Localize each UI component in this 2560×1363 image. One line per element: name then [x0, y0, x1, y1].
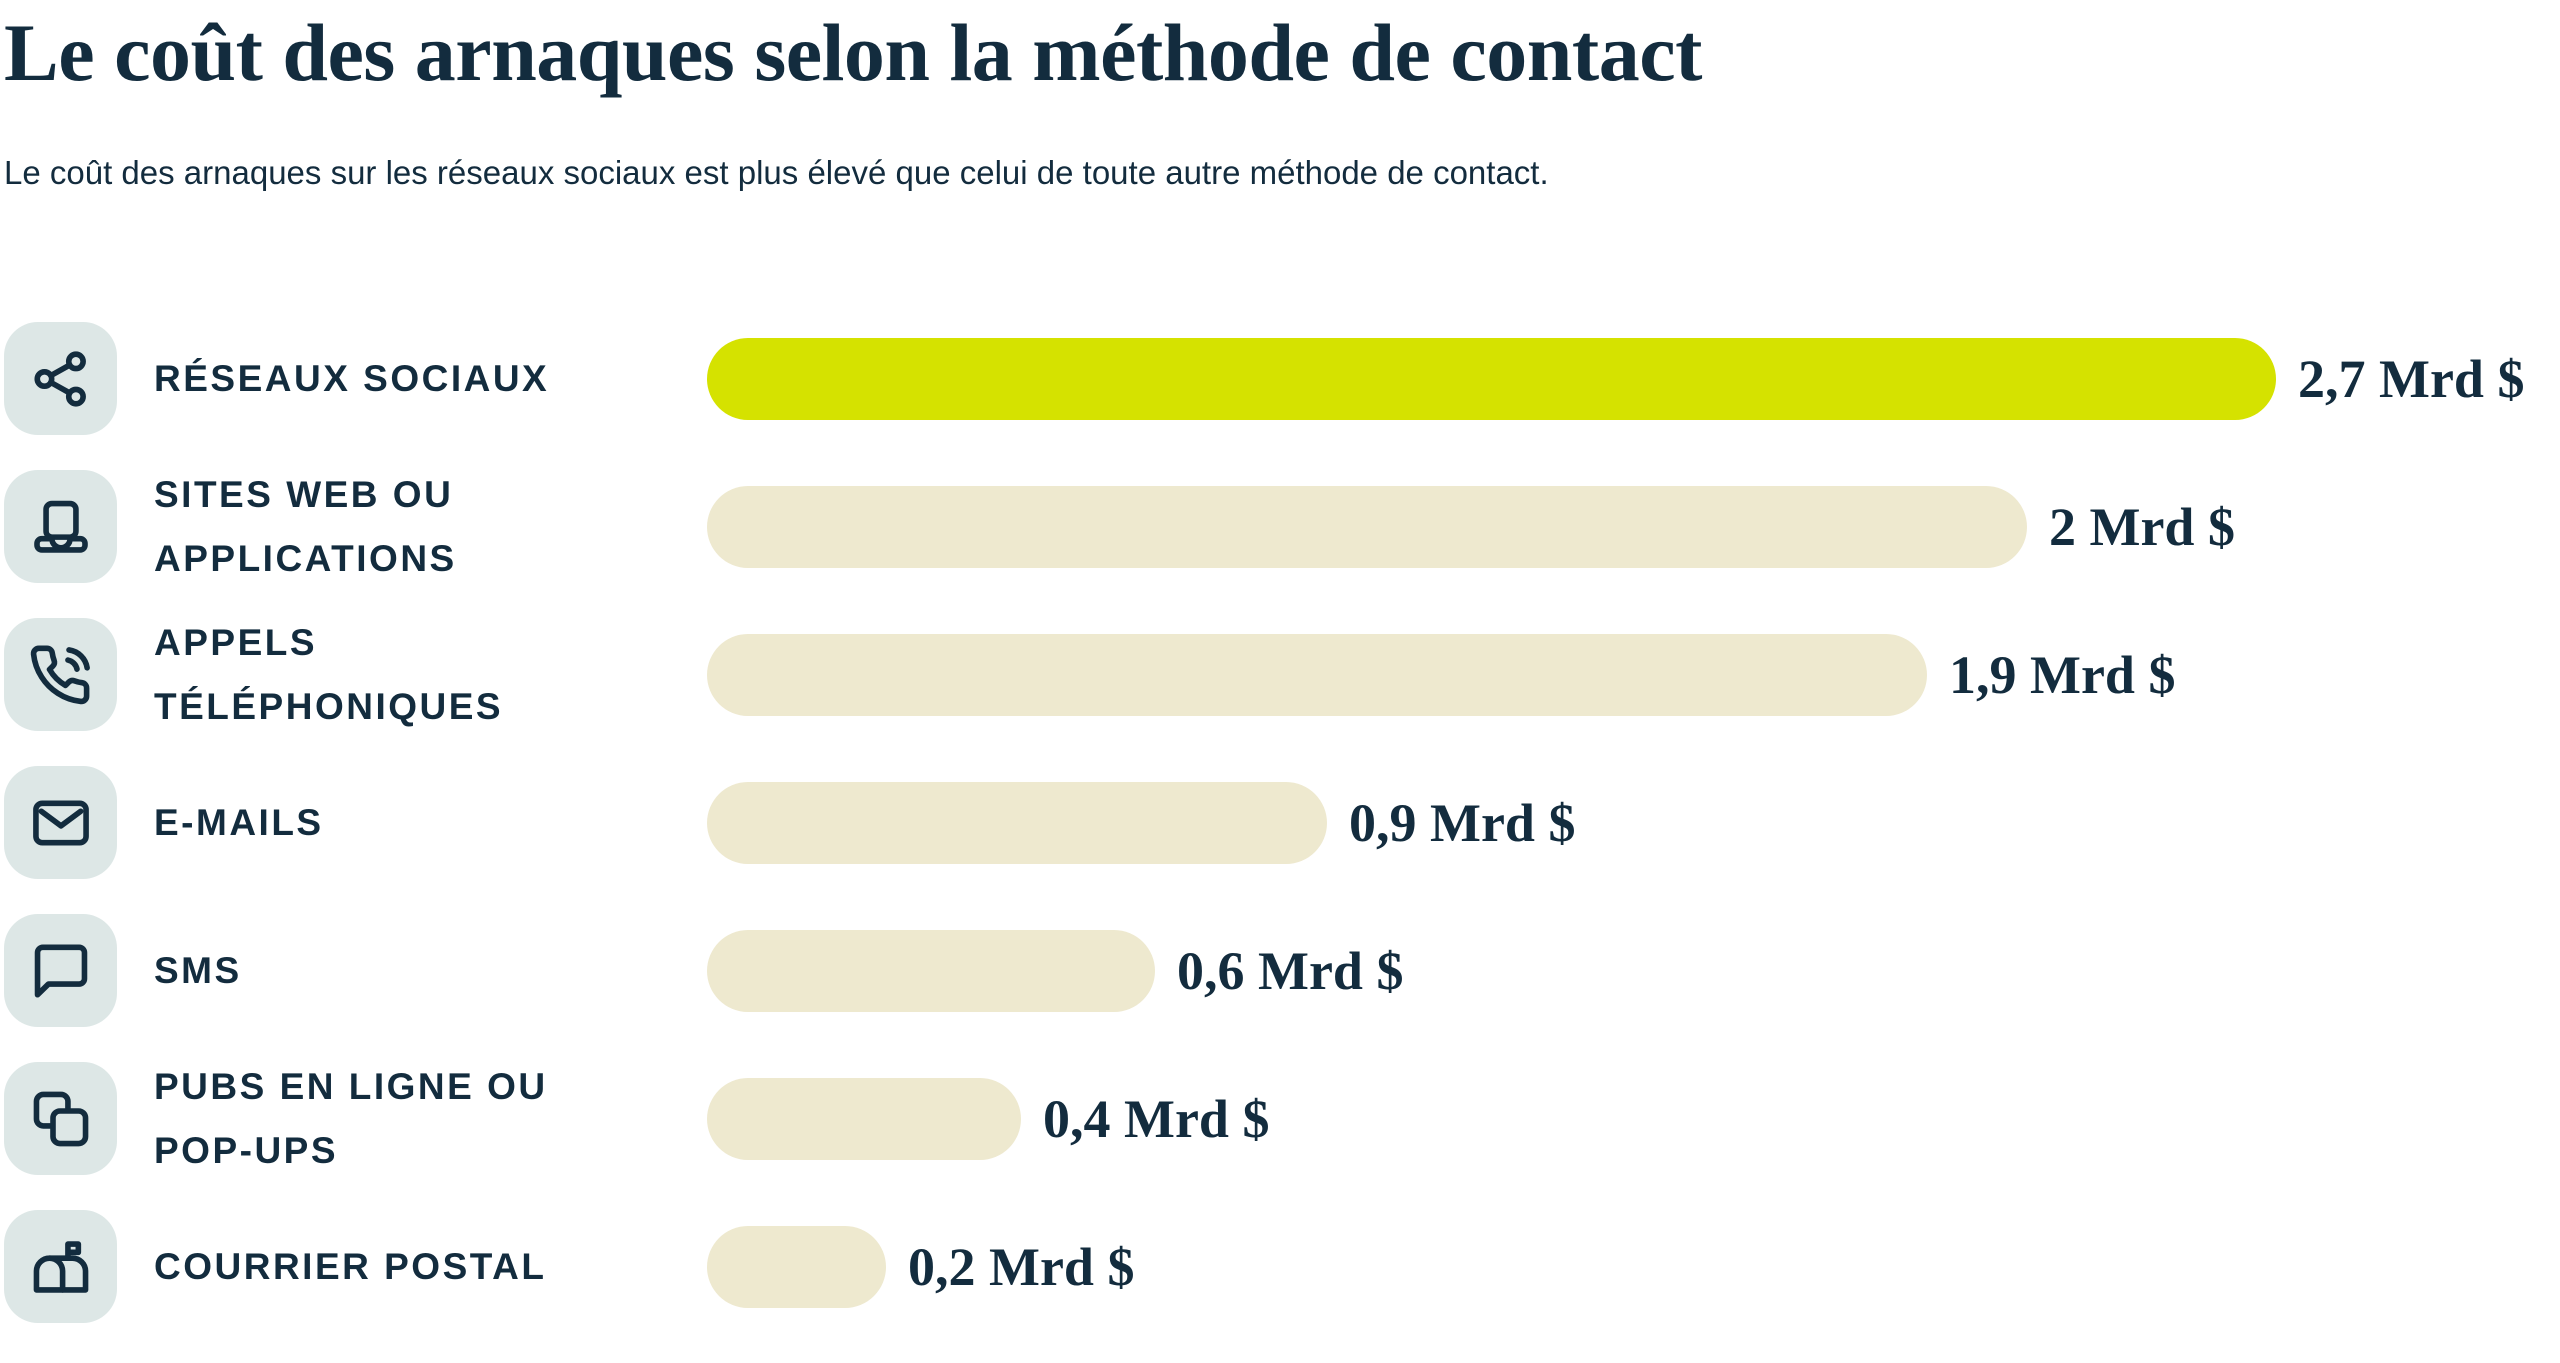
value-label: 0,4 Mrd $ [1043, 1088, 1270, 1149]
chart-row: APPELS TÉLÉPHONIQUES 1,9 Mrd $ [4, 618, 2560, 732]
bar-area: 0,9 Mrd $ [707, 781, 2560, 864]
chart-title: Le coût des arnaques selon la méthode de… [4, 7, 1702, 98]
mailbox-icon [29, 1235, 93, 1299]
category-label: PUBS EN LIGNE OU POP-UPS [154, 1065, 548, 1171]
bar [707, 485, 2027, 568]
bar [707, 337, 2276, 420]
popup-windows-icon [29, 1087, 93, 1151]
category-icon-box [4, 322, 117, 436]
bar [707, 929, 1155, 1012]
category-label: APPELS TÉLÉPHONIQUES [154, 621, 504, 727]
bar [707, 633, 1927, 716]
bar-chart: RÉSEAUX SOCIAUX 2,7 Mrd $ SITES WEB OU A… [4, 322, 2560, 1324]
bar-area: 0,4 Mrd $ [707, 1077, 2560, 1160]
category-icon-box [4, 1210, 117, 1324]
value-label: 0,6 Mrd $ [1177, 940, 1404, 1001]
category-label: SMS [154, 949, 242, 991]
category-icon-box [4, 1062, 117, 1176]
category-label: E-MAILS [154, 801, 324, 843]
message-bubble-icon [29, 939, 93, 1003]
laptop-icon [29, 495, 93, 559]
chart-subtitle: Le coût des arnaques sur les réseaux soc… [4, 154, 1549, 192]
chart-row: SMS 0,6 Mrd $ [4, 914, 2560, 1028]
category-label: COURRIER POSTAL [154, 1245, 547, 1287]
category-label: RÉSEAUX SOCIAUX [154, 357, 550, 399]
bar [707, 781, 1327, 864]
value-label: 1,9 Mrd $ [1949, 644, 2176, 705]
phone-call-icon [29, 643, 93, 707]
category-label: SITES WEB OU APPLICATIONS [154, 473, 457, 579]
chart-row: PUBS EN LIGNE OU POP-UPS 0,4 Mrd $ [4, 1062, 2560, 1176]
category-icon-box [4, 914, 117, 1028]
mail-icon [29, 791, 93, 855]
bar-area: 0,2 Mrd $ [707, 1225, 2560, 1308]
category-icon-box [4, 766, 117, 880]
share-icon [29, 347, 93, 411]
chart-row: COURRIER POSTAL 0,2 Mrd $ [4, 1210, 2560, 1324]
bar [707, 1077, 1021, 1160]
bar-area: 0,6 Mrd $ [707, 929, 2560, 1012]
bar [707, 1225, 886, 1308]
chart-row: E-MAILS 0,9 Mrd $ [4, 766, 2560, 880]
chart-row: SITES WEB OU APPLICATIONS 2 Mrd $ [4, 470, 2560, 584]
category-icon-box [4, 618, 117, 732]
bar-area: 2,7 Mrd $ [707, 337, 2560, 420]
value-label: 0,9 Mrd $ [1349, 792, 1576, 853]
category-icon-box [4, 470, 117, 584]
bar-area: 1,9 Mrd $ [707, 633, 2560, 716]
value-label: 2 Mrd $ [2049, 496, 2235, 557]
bar-area: 2 Mrd $ [707, 485, 2560, 568]
value-label: 2,7 Mrd $ [2298, 348, 2525, 409]
chart-row: RÉSEAUX SOCIAUX 2,7 Mrd $ [4, 322, 2560, 436]
value-label: 0,2 Mrd $ [908, 1236, 1135, 1297]
